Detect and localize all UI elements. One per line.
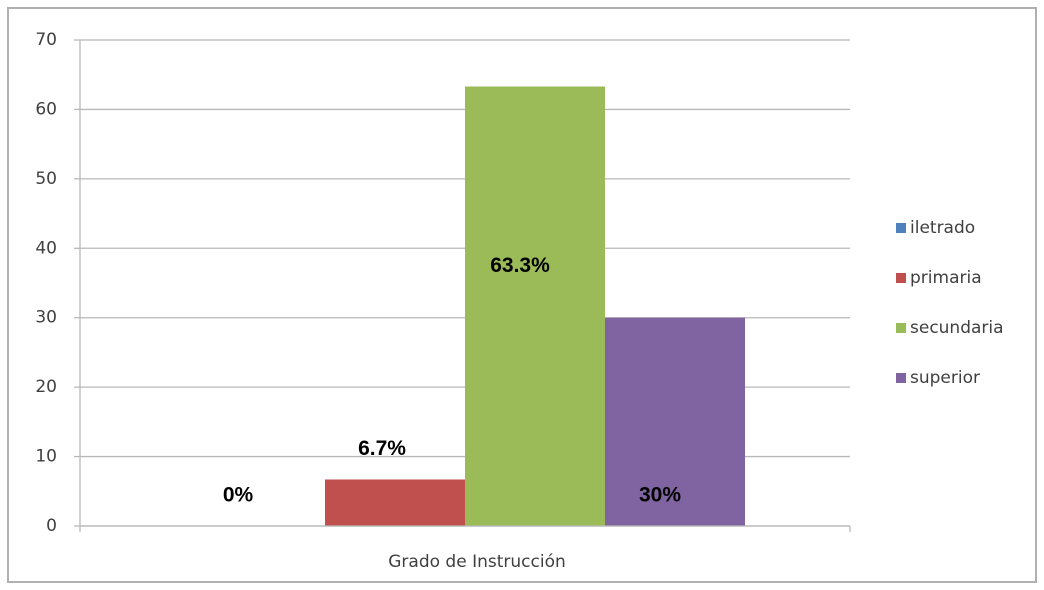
y-tick-label: 60 (35, 99, 57, 119)
y-tick-label: 30 (35, 308, 57, 328)
legend-label: secundaria (910, 318, 1004, 338)
data-label: 6.7% (358, 437, 406, 460)
y-tick-label: 0 (46, 516, 57, 536)
data-label: 30% (639, 484, 681, 507)
legend-swatch (896, 323, 906, 333)
y-tick-label: 10 (35, 447, 57, 467)
y-tick-label: 70 (35, 30, 57, 50)
legend-swatch (896, 273, 906, 283)
y-tick-label: 50 (35, 169, 57, 189)
y-tick-label: 20 (35, 377, 57, 397)
legend-label: primaria (910, 268, 982, 288)
bar (325, 479, 465, 526)
legend-label: superior (910, 368, 980, 388)
y-tick-label: 40 (35, 238, 57, 258)
data-label: 63.3% (490, 254, 550, 277)
bar (605, 317, 745, 526)
legend-swatch (896, 373, 906, 383)
data-label: 0% (223, 484, 254, 507)
legend-label: iletrado (910, 218, 975, 238)
bar (465, 86, 605, 526)
x-tick-label: Grado de Instrucción (388, 552, 566, 572)
legend-swatch (896, 223, 906, 233)
